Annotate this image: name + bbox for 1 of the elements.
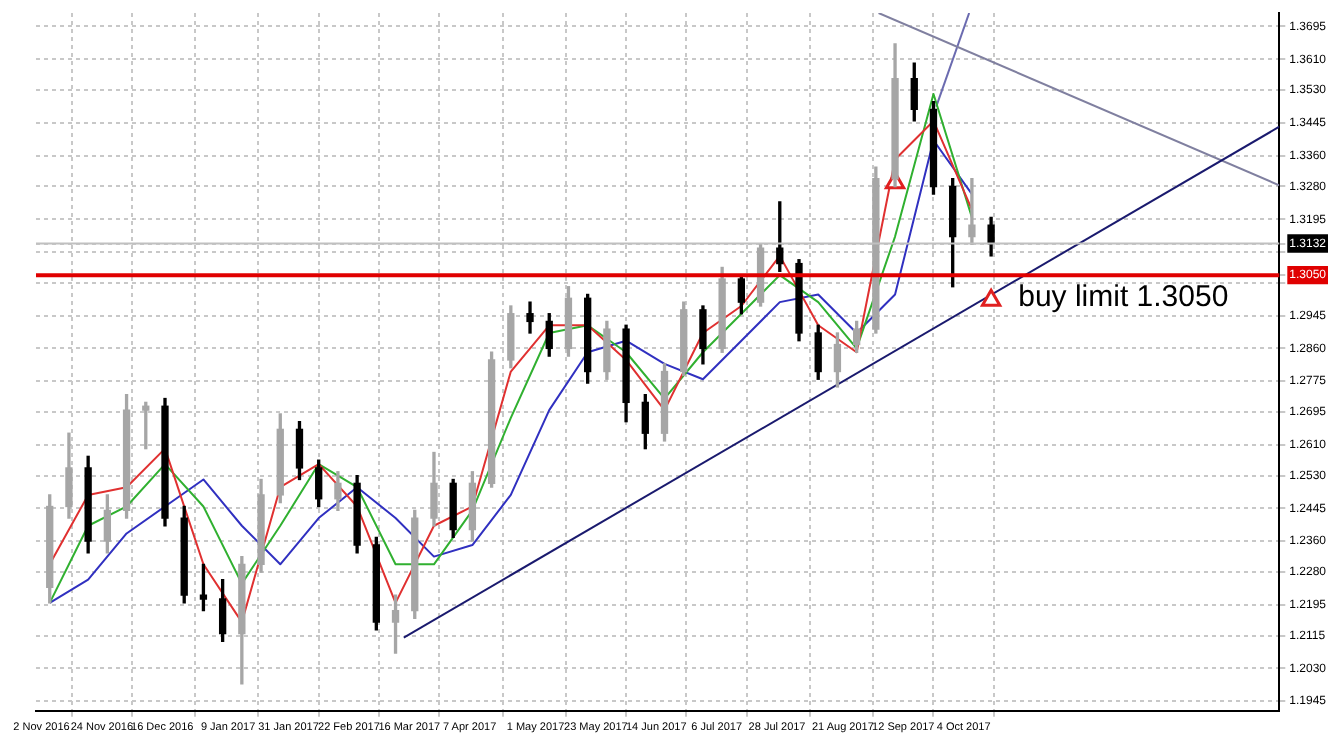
ref-line-label: buy limit 1.3050 xyxy=(1018,280,1229,315)
